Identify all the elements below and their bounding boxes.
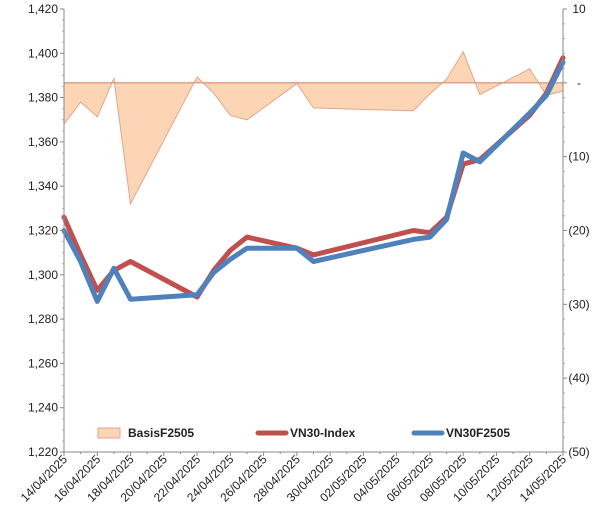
series-vn30f2505-point: [545, 94, 548, 97]
left-axis-tick-label: 1,360: [28, 135, 58, 149]
left-axis-ticks: 1,220 1,240 1,260 1,280 1,300 1,320 1,340 1,360…: [28, 2, 64, 459]
left-axis-tick-label: 1,340: [28, 179, 58, 193]
series-vn30-index-point: [96, 289, 99, 292]
right-axis-tick-label: (30): [568, 297, 589, 311]
right-axis-tick-label: -: [577, 76, 581, 90]
right-axis-tick-label: (50): [568, 445, 589, 459]
series-vn30f2505-point: [462, 152, 465, 154]
series-vn30f2505-point: [212, 271, 215, 274]
series-vn30-index-point: [412, 229, 415, 232]
right-axis-tick-label: (20): [568, 224, 589, 238]
left-axis-tick-label: 1,280: [28, 312, 58, 326]
x-axis-ticks: 14/04/202516/04/202518/04/202520/04/2025…: [18, 452, 570, 505]
left-axis-tick-label: 1,420: [28, 2, 58, 16]
left-axis-tick-label: 1,400: [28, 46, 58, 60]
series-vn30f2505-point: [479, 161, 481, 163]
left-axis-tick-label: 1,260: [28, 356, 58, 370]
series-vn30f2505-point: [445, 218, 448, 221]
series-vn30f2505-point: [296, 247, 298, 249]
series-vn30-index-point: [246, 236, 248, 238]
right-axis-tick-label: (10): [568, 150, 589, 164]
series-vn30-index-point: [129, 260, 132, 263]
left-axis-tick-label: 1,240: [28, 401, 58, 415]
left-axis-tick-label: 1,380: [28, 91, 58, 105]
series-vn30-index-point: [229, 249, 232, 252]
series-vn30f2505-point: [229, 258, 232, 261]
series-vn30f2505-point: [129, 298, 132, 301]
legend-swatch-basisf2505: [97, 427, 121, 439]
axes-layer: [63, 9, 564, 453]
series-vn30f2505-point: [528, 112, 531, 114]
series-basisf2505-area: [63, 50, 564, 206]
series-vn30-index-point: [312, 254, 315, 256]
left-axis-tick-label: 1,300: [28, 268, 58, 282]
series-vn30f2505-point: [312, 260, 315, 263]
basis-area-layer: [63, 50, 564, 206]
line-layer: [61, 55, 566, 304]
series-vn30f2505-point: [79, 260, 82, 263]
series-vn30-index-point: [79, 254, 82, 256]
left-axis-tick-label: 1,220: [28, 445, 58, 459]
legend-label-vn30-index: VN30-Index: [290, 426, 356, 440]
series-vn30f2505-point: [113, 267, 115, 270]
right-axis-tick-label: 10: [572, 2, 586, 16]
legend: BasisF2505 VN30-Index VN30F2505: [97, 426, 510, 440]
series-vn30f2505-point: [412, 238, 415, 241]
series-vn30f2505-point: [429, 236, 431, 238]
series-vn30f2505-point: [246, 247, 248, 249]
series-vn30f2505-point: [196, 293, 198, 296]
right-axis-ticks: (50) (40) (30) (20) (10) - 10: [563, 2, 590, 459]
left-axis-tick-label: 1,320: [28, 224, 58, 238]
legend-label-basisf2505: BasisF2505: [128, 426, 194, 440]
legend-label-vn30f2505: VN30F2505: [446, 426, 510, 440]
right-axis-tick-label: (40): [568, 371, 589, 385]
series-vn30f2505-point: [96, 300, 99, 303]
